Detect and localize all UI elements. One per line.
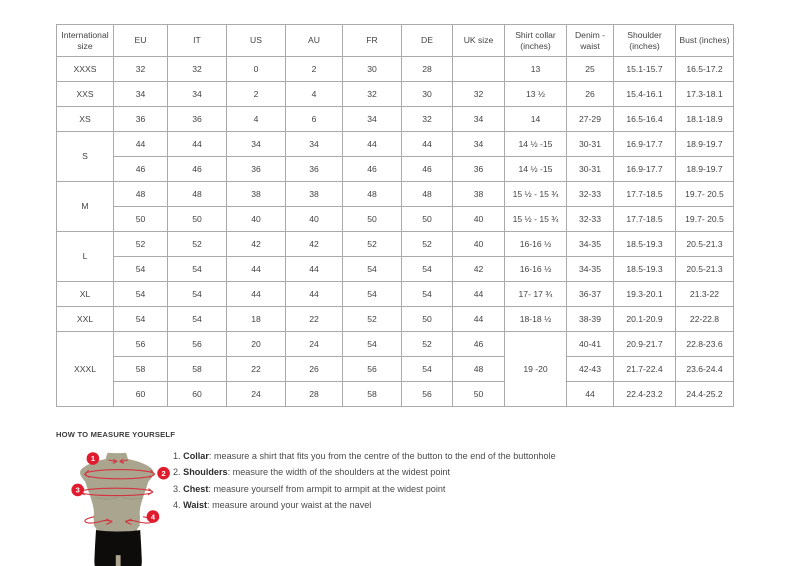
svg-text:2: 2 bbox=[162, 469, 166, 478]
svg-text:1: 1 bbox=[91, 454, 95, 463]
svg-text:3: 3 bbox=[76, 486, 80, 495]
